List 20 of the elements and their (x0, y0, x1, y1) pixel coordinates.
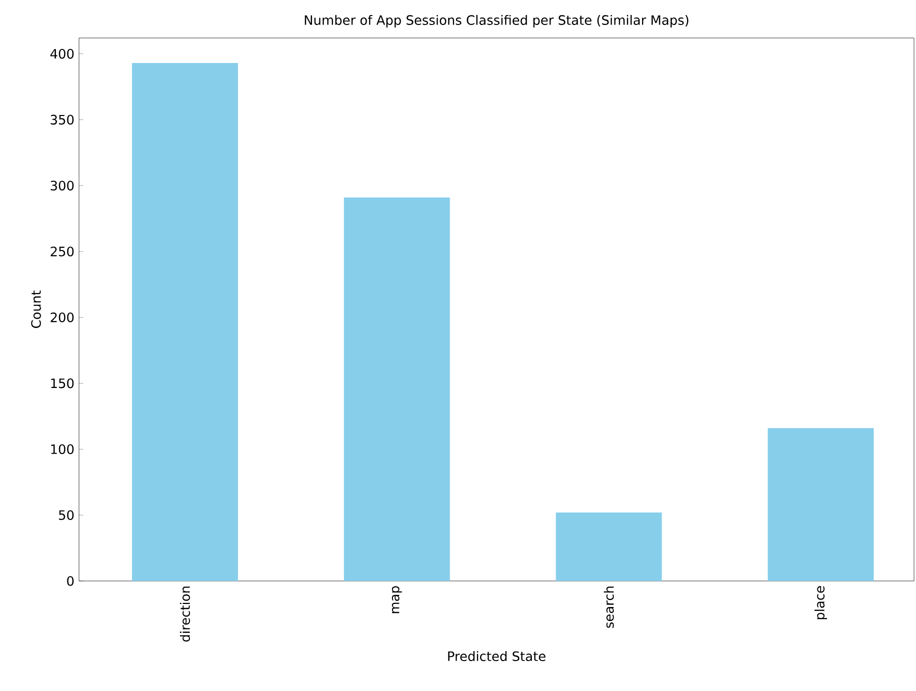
y-tick-label: 250 (50, 246, 74, 256)
y-tick-label: 150 (51, 378, 74, 388)
y-tick-label: 350 (50, 114, 74, 125)
bar (344, 197, 450, 581)
bar (768, 428, 874, 581)
x-axis-title: Predicted State (448, 651, 546, 662)
chart-title: Number of App Sessions Classified per State (Similar Maps) (304, 14, 688, 28)
x-tick-label: direction (180, 586, 190, 642)
y-axis-title: Count (31, 290, 41, 328)
x-tick-label: place (814, 586, 828, 620)
y-tick-label: 400 (50, 48, 74, 59)
y-tick-label: 200 (50, 312, 74, 322)
y-tick-label: 0 (67, 576, 74, 586)
x-tick-label: search (604, 586, 614, 628)
bar (132, 63, 238, 581)
y-tick-label: 100 (51, 444, 74, 454)
y-tick-label: 300 (50, 180, 74, 190)
x-tick-label: map (392, 586, 402, 614)
y-tick-label: 50 (59, 510, 74, 520)
bar (556, 512, 662, 581)
